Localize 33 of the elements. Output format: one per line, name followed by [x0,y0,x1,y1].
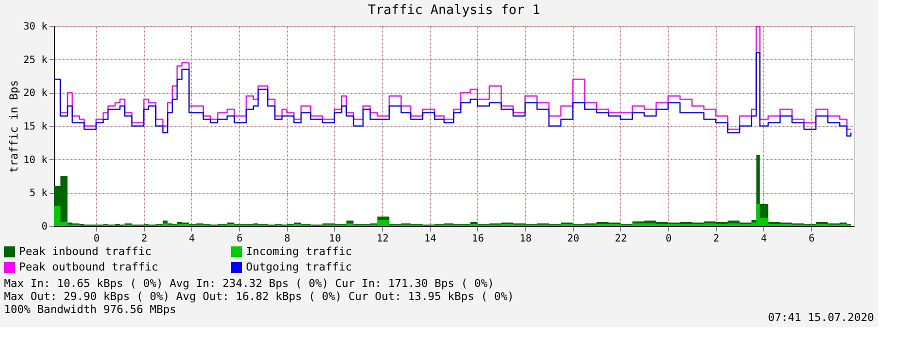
x-tick-label: 18 [520,234,532,244]
y-tick-label: 30 k [23,22,48,32]
legend-label: Peak outbound traffic [19,260,158,274]
text: Max Out: 29.90 kBps ( 0%) Avg Out: 16.82 kBps ( 0%) Cur Out: 13.95 kBps ( 0%) [4,290,514,303]
legend-label: Incoming traffic [246,244,352,258]
x-tick-label: 10 [328,234,341,244]
legend-label: Outgoing traffic [246,260,352,274]
y-tick-label: 15 k [23,122,48,132]
chart-title: Traffic Analysis for 1 [368,3,540,18]
legend-label: Peak inbound traffic [19,244,152,258]
x-tick-label: 6 [236,234,243,244]
x-tick-label: 0 [666,234,672,244]
x-tick-label: 16 [472,234,484,244]
y-axis-title: traffic in Bps [7,80,20,173]
x-tick-label: 14 [424,234,436,244]
x-tick-label: 0 [94,234,100,244]
y-tick-label: 5 k [29,188,48,200]
y-tick-label: 20 k [23,88,48,100]
x-tick-label: 20 [567,234,580,244]
text: 07:41 15.07.2020 [768,311,874,324]
x-tick-label: 12 [376,234,389,244]
y-tick-label: 25 k [23,54,48,66]
x-tick-label: 2 [141,234,148,244]
x-tick-label: 8 [284,234,290,244]
y-tick-label: 0 [41,222,48,232]
x-tick-label: 22 [614,234,627,244]
text: 100% Bandwidth 976.56 MBps [4,303,176,316]
x-tick-label: 4 [760,234,767,244]
x-tick-label: 6 [808,234,815,244]
x-tick-label: 2 [713,234,720,244]
y-tick-label: 10 k [23,154,48,166]
text: Max In: 10.65 kBps ( 0%) Avg In: 234.32 Bps ( 0%) Cur In: 171.30 Bps ( 0%) [4,277,494,290]
x-tick-label: 4 [188,234,195,244]
